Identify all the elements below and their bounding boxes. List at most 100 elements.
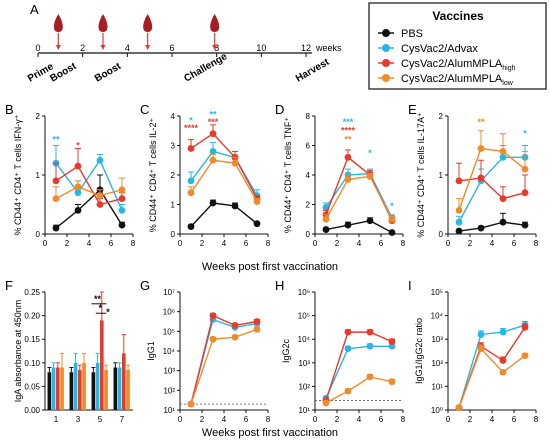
timeline-tick-label: 4 xyxy=(125,43,130,53)
series-line-alumlow xyxy=(325,376,393,404)
data-point xyxy=(253,318,261,325)
x-tick-label: 5 xyxy=(98,415,103,424)
series-line-pbs xyxy=(458,221,526,232)
series-line-alumlow xyxy=(458,347,526,408)
data-point xyxy=(366,373,374,381)
panel-g: G 10¹ 10² 10³ 10⁴ 10⁵ 10⁶ 10⁷ IgG1 0 2 4 6 8 xyxy=(140,278,271,424)
data-point xyxy=(344,153,352,161)
series-line-advax xyxy=(325,172,393,219)
significance-stars: * xyxy=(523,129,527,139)
series-line-alumhigh xyxy=(458,327,526,408)
y-tick-label: 10⁶ xyxy=(298,288,310,297)
y-tick-label: 10⁵ xyxy=(298,312,310,321)
y-tick-label: 10⁷ xyxy=(163,288,175,297)
data-point xyxy=(118,221,126,229)
injection-arrowhead-icon xyxy=(212,45,218,50)
series-line-alumlow xyxy=(190,159,258,202)
data-point xyxy=(209,335,217,343)
y-tick-label: 4 xyxy=(306,171,311,180)
x-tick-label: 2 xyxy=(335,415,340,424)
legend-marker xyxy=(382,44,390,52)
series-line-advax xyxy=(458,324,526,408)
legend-entry-subscript: low xyxy=(502,80,513,87)
series-line-advax xyxy=(458,156,525,223)
data-point xyxy=(187,189,195,197)
legend-entry: PBS xyxy=(401,28,423,40)
panel-label: E xyxy=(408,102,417,117)
data-point xyxy=(209,148,217,155)
data-point xyxy=(322,399,330,407)
data-point xyxy=(366,173,374,180)
data-point xyxy=(209,312,217,319)
y-tick-label: 0 xyxy=(171,230,176,239)
y-tick-label: 0.05 xyxy=(24,382,40,391)
data-point xyxy=(96,156,104,164)
y-tick-label: 3 xyxy=(171,142,176,151)
data-point xyxy=(521,324,529,331)
x-tick-label: 0 xyxy=(446,239,451,248)
panel-label: H xyxy=(275,278,284,293)
panel-label: D xyxy=(275,102,284,117)
y-tick-label: 10¹ xyxy=(431,382,443,391)
data-point xyxy=(74,207,82,214)
y-tick-label: 10⁰ xyxy=(431,406,443,415)
panel-label: I xyxy=(408,278,412,293)
timeline-event-label: Boost xyxy=(93,61,124,85)
data-point xyxy=(52,177,60,185)
y-tick-label: 0.15 xyxy=(24,335,40,344)
panel-label: F xyxy=(5,278,13,293)
x-tick-label: 6 xyxy=(512,415,517,424)
bar-alumhigh xyxy=(56,367,60,410)
bar-alumlow xyxy=(104,369,108,410)
blood-drop-icon xyxy=(53,14,63,32)
y-tick-label: 0.25 xyxy=(24,288,40,297)
timeline-injections xyxy=(53,14,220,50)
series-line-alumhigh xyxy=(190,132,258,199)
data-point xyxy=(118,207,126,214)
data-point xyxy=(455,177,463,185)
y-tick-label: 1 xyxy=(36,171,41,180)
x-tick-label: 1 xyxy=(54,415,59,424)
y-tick-label: 8 xyxy=(306,112,311,121)
data-point xyxy=(344,328,352,336)
data-point xyxy=(253,325,261,333)
y-tick-label: 10² xyxy=(163,386,175,395)
y-tick-label: 10¹ xyxy=(298,406,310,415)
series-line-alumlow xyxy=(55,186,123,200)
blood-drop-icon xyxy=(210,14,220,32)
data-point xyxy=(366,342,374,350)
x-tick-label: 4 xyxy=(490,239,495,248)
x-tick-label: 8 xyxy=(131,239,136,248)
data-point xyxy=(477,224,485,232)
timeline-event-label: Challenge xyxy=(182,51,229,85)
legend-entries: PBS CysVac2/Advax CysVac2/AlumMPLAhighCysV… xyxy=(378,28,516,87)
x-tick-label: 0 xyxy=(313,239,318,248)
y-axis-label: % CD44⁺ CD4⁺ T cells TNF⁺ xyxy=(283,117,293,234)
series-line-alumlow xyxy=(190,328,258,405)
y-tick-label: 2 xyxy=(36,112,41,121)
data-point xyxy=(52,195,60,203)
x-tick-label: 6 xyxy=(109,239,114,248)
x-tick-label: 6 xyxy=(379,415,384,424)
data-point xyxy=(521,221,529,229)
series-line-pbs xyxy=(55,188,123,229)
data-point xyxy=(388,338,396,345)
x-tick-label: 6 xyxy=(244,415,249,424)
y-axis-label: % CD44⁺ CD4⁺ T cells IL-17A⁺ xyxy=(416,112,426,238)
y-tick-label: 10³ xyxy=(163,367,175,376)
x-tick-label: 6 xyxy=(244,239,249,248)
bar-alumlow xyxy=(60,367,64,410)
x-tick-label: 4 xyxy=(222,239,227,248)
x-tick-label: 8 xyxy=(266,239,271,248)
y-tick-label: 1 xyxy=(439,171,444,180)
series-line-advax xyxy=(55,158,123,211)
y-tick-label: 0 xyxy=(439,230,444,239)
significance-stars: ** xyxy=(477,117,485,127)
timeline-unit: weeks xyxy=(315,43,342,53)
row2-xlabel: Weeks post first vaccination xyxy=(202,427,338,439)
data-point xyxy=(477,145,485,152)
injection-arrowhead-icon xyxy=(100,45,106,50)
panel-label: C xyxy=(140,102,149,117)
